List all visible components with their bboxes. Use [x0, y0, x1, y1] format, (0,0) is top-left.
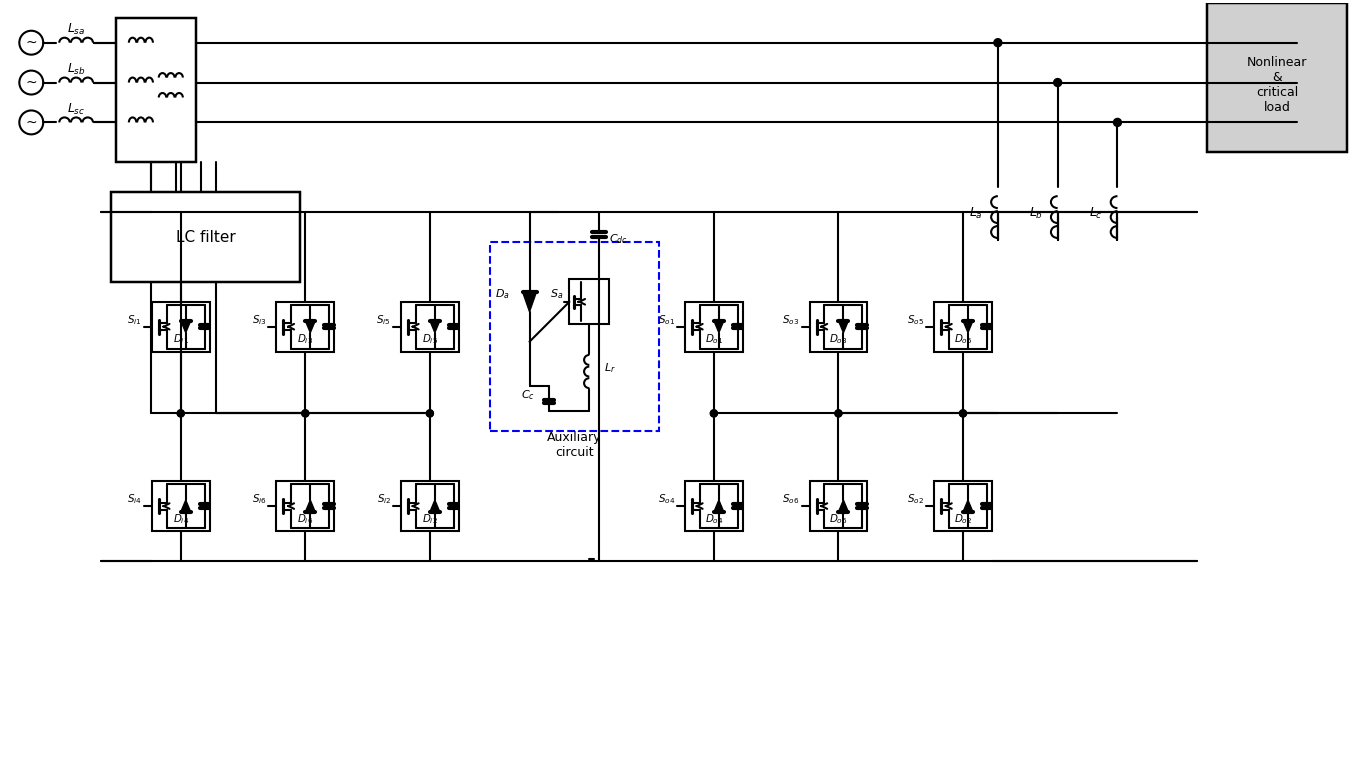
- Text: $S_{o2}$: $S_{o2}$: [907, 492, 925, 506]
- Text: Auxiliary: Auxiliary: [547, 431, 602, 444]
- Polygon shape: [838, 500, 849, 512]
- Text: $D_{i2}$: $D_{i2}$: [422, 512, 437, 526]
- Polygon shape: [306, 500, 315, 512]
- Text: $D_{i5}$: $D_{i5}$: [422, 333, 437, 346]
- Bar: [684, 481, 743, 531]
- Text: $L_c$: $L_c$: [1089, 206, 1103, 221]
- Text: load: load: [1263, 101, 1290, 114]
- Text: $D_{o5}$: $D_{o5}$: [953, 333, 972, 346]
- Text: $S_{o5}$: $S_{o5}$: [907, 313, 925, 327]
- Circle shape: [178, 410, 185, 417]
- Circle shape: [1054, 79, 1062, 86]
- Polygon shape: [714, 500, 724, 512]
- Text: $S_{o1}$: $S_{o1}$: [659, 313, 675, 327]
- Text: $L_a$: $L_a$: [970, 206, 983, 221]
- Bar: [490, 242, 659, 431]
- Polygon shape: [430, 320, 440, 333]
- Bar: [277, 302, 334, 352]
- Circle shape: [710, 410, 717, 417]
- Text: &: &: [1272, 71, 1282, 84]
- Text: $S_{o4}$: $S_{o4}$: [657, 492, 675, 506]
- Bar: [569, 279, 610, 324]
- Bar: [401, 302, 459, 352]
- Text: $D_a$: $D_a$: [494, 287, 509, 301]
- Circle shape: [835, 410, 842, 417]
- Text: critical: critical: [1256, 86, 1298, 99]
- Text: $D_{o2}$: $D_{o2}$: [953, 512, 972, 526]
- Text: LC filter: LC filter: [175, 230, 235, 244]
- Text: $L_r$: $L_r$: [604, 362, 617, 375]
- Polygon shape: [181, 500, 190, 512]
- Polygon shape: [181, 320, 190, 333]
- Bar: [111, 192, 300, 282]
- Text: $L_{sc}$: $L_{sc}$: [67, 101, 86, 117]
- Circle shape: [301, 410, 308, 417]
- Circle shape: [710, 410, 717, 417]
- Text: $C_{dc}$: $C_{dc}$: [610, 232, 629, 246]
- Circle shape: [960, 410, 967, 417]
- Text: $D_{i3}$: $D_{i3}$: [297, 333, 314, 346]
- Text: $S_{o6}$: $S_{o6}$: [782, 492, 800, 506]
- Polygon shape: [963, 500, 972, 512]
- Text: $S_{i6}$: $S_{i6}$: [251, 492, 266, 506]
- Circle shape: [301, 410, 308, 417]
- Bar: [684, 302, 743, 352]
- Polygon shape: [430, 500, 440, 512]
- Bar: [934, 481, 991, 531]
- Text: $D_{o3}$: $D_{o3}$: [830, 333, 847, 346]
- Polygon shape: [306, 320, 315, 333]
- Bar: [809, 481, 868, 531]
- Bar: [115, 18, 196, 163]
- Circle shape: [1114, 118, 1122, 127]
- Text: $D_{o4}$: $D_{o4}$: [705, 512, 724, 526]
- Polygon shape: [523, 291, 536, 312]
- Text: $S_{i4}$: $S_{i4}$: [128, 492, 141, 506]
- Text: $L_b$: $L_b$: [1029, 206, 1043, 221]
- Text: $D_{o6}$: $D_{o6}$: [830, 512, 847, 526]
- Text: ~: ~: [26, 36, 37, 50]
- Circle shape: [426, 410, 433, 417]
- Text: $D_{o1}$: $D_{o1}$: [705, 333, 722, 346]
- Bar: [809, 302, 868, 352]
- Text: $S_{i2}$: $S_{i2}$: [376, 492, 391, 506]
- Bar: [152, 302, 209, 352]
- Text: $S_{o3}$: $S_{o3}$: [782, 313, 800, 327]
- Text: $C_c$: $C_c$: [520, 388, 535, 402]
- Circle shape: [426, 410, 433, 417]
- Circle shape: [960, 410, 967, 417]
- Circle shape: [994, 39, 1002, 47]
- Text: $D_{i4}$: $D_{i4}$: [172, 512, 189, 526]
- Polygon shape: [963, 320, 972, 333]
- Text: ~: ~: [26, 115, 37, 130]
- Polygon shape: [838, 320, 849, 333]
- Text: $L_{sa}$: $L_{sa}$: [67, 21, 86, 37]
- Text: $L_{sb}$: $L_{sb}$: [67, 62, 86, 77]
- Bar: [934, 302, 991, 352]
- Circle shape: [178, 410, 185, 417]
- Bar: [277, 481, 334, 531]
- Polygon shape: [714, 320, 724, 333]
- Text: $S_a$: $S_a$: [550, 287, 564, 301]
- Text: $D_{i6}$: $D_{i6}$: [297, 512, 314, 526]
- Bar: [401, 481, 459, 531]
- Text: $S_{i5}$: $S_{i5}$: [376, 313, 391, 327]
- Text: $S_{i3}$: $S_{i3}$: [251, 313, 266, 327]
- Text: $S_{i1}$: $S_{i1}$: [128, 313, 141, 327]
- Text: $D_{i1}$: $D_{i1}$: [172, 333, 189, 346]
- Bar: [152, 481, 209, 531]
- Bar: [1207, 3, 1347, 153]
- Text: ~: ~: [26, 76, 37, 89]
- Circle shape: [835, 410, 842, 417]
- Text: circuit: circuit: [555, 446, 593, 459]
- Text: Nonlinear: Nonlinear: [1247, 56, 1308, 69]
